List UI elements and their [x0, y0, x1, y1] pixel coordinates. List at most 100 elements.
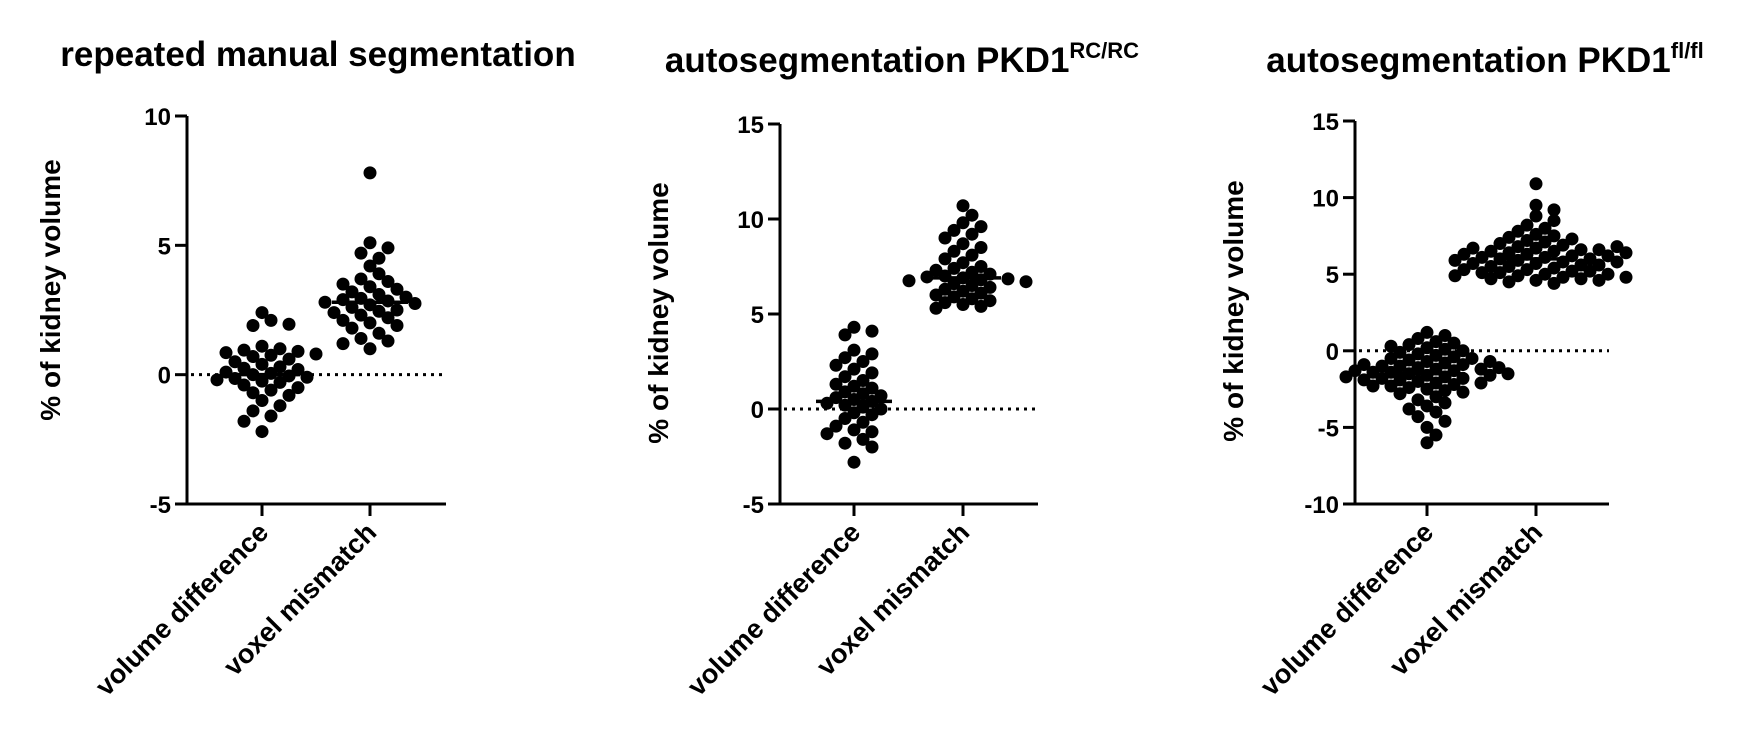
y-axis-label: % of kidney volume: [643, 182, 674, 443]
data-point: [820, 427, 834, 441]
data-point: [838, 328, 852, 342]
data-point: [246, 319, 260, 333]
data-point: [947, 223, 961, 237]
data-point: [847, 423, 861, 437]
data-point: [210, 373, 224, 387]
data-point: [956, 216, 970, 230]
data-point: [381, 241, 395, 255]
data-point: [929, 301, 943, 315]
data-point: [372, 251, 386, 265]
data-point: [974, 299, 988, 313]
data-point: [1438, 396, 1452, 410]
data-point: [354, 308, 368, 322]
data-point: [237, 414, 251, 428]
panel-autosegmentation-fl: autosegmentation PKD1fl/fl % of kidney v…: [1218, 38, 1704, 702]
data-point: [820, 396, 834, 410]
data-point: [956, 298, 970, 311]
data-point: [847, 455, 861, 469]
y-tick-label: -5: [743, 492, 764, 519]
data-point: [255, 394, 269, 408]
data-point: [838, 412, 852, 425]
y-ticks: 15 10 5 0 -5: [737, 112, 780, 519]
data-point: [1019, 275, 1033, 289]
data-points: [210, 166, 422, 439]
chart-title: autosegmentation PKD1RC/RC: [665, 38, 1139, 80]
y-tick-label: 5: [751, 302, 764, 329]
y-tick-label: 0: [158, 363, 171, 390]
data-point: [372, 287, 386, 301]
data-point: [1592, 273, 1606, 287]
data-point: [291, 362, 305, 376]
data-point: [354, 272, 368, 286]
data-point: [282, 352, 296, 366]
data-point: [1610, 255, 1624, 269]
data-point: [309, 347, 323, 361]
data-point: [947, 244, 961, 258]
data-point: [1474, 376, 1488, 390]
data-point: [1448, 253, 1462, 267]
data-point: [865, 408, 879, 422]
data-point: [291, 381, 305, 395]
median-lines: [1389, 257, 1574, 376]
data-point: [363, 166, 377, 180]
data-point: [1366, 379, 1380, 393]
data-point: [273, 360, 287, 374]
data-point: [1402, 402, 1416, 416]
chart-title: autosegmentation PKD1fl/fl: [1266, 38, 1704, 80]
data-point: [847, 320, 861, 334]
data-point: [264, 348, 278, 362]
data-point: [219, 346, 233, 360]
y-tick-label: -10: [1304, 492, 1339, 519]
data-point: [1619, 270, 1633, 284]
chart-title: repeated manual segmentation: [60, 35, 575, 74]
data-points: [820, 199, 1033, 469]
y-tick-label: -5: [1318, 415, 1339, 442]
data-point: [390, 282, 404, 296]
data-point: [965, 227, 979, 241]
y-ticks: 10 5 0 -5: [144, 104, 187, 519]
data-point: [408, 297, 422, 311]
data-point: [273, 375, 287, 389]
data-point: [255, 425, 269, 439]
data-point: [273, 399, 287, 413]
data-point: [929, 288, 943, 302]
data-point: [1583, 264, 1597, 278]
data-point: [1465, 351, 1479, 365]
data-point: [345, 321, 359, 335]
data-point: [1610, 240, 1624, 254]
data-point: [965, 248, 979, 262]
data-point: [865, 440, 879, 454]
data-point: [255, 339, 269, 353]
data-point: [372, 267, 386, 281]
data-point: [273, 342, 287, 356]
data-point: [1547, 214, 1561, 228]
data-point: [956, 199, 970, 213]
data-point: [838, 351, 852, 365]
data-point: [1484, 244, 1498, 258]
data-point: [865, 347, 879, 361]
data-point: [865, 425, 879, 439]
data-point: [1429, 428, 1443, 442]
data-point: [1429, 405, 1443, 419]
data-point: [264, 313, 278, 327]
data-point: [354, 246, 368, 260]
data-point: [246, 350, 260, 364]
category-label: volume difference: [90, 517, 275, 702]
data-point: [363, 342, 377, 356]
data-point: [856, 432, 870, 446]
data-point: [829, 358, 843, 372]
data-point: [1393, 387, 1407, 401]
data-point: [363, 280, 377, 294]
data-point: [381, 334, 395, 348]
data-points: [1339, 177, 1633, 450]
y-tick-label: 15: [1312, 109, 1339, 136]
data-point: [1466, 241, 1480, 255]
y-tick-label: 10: [1312, 186, 1339, 213]
data-point: [856, 415, 870, 429]
data-point: [336, 337, 350, 351]
data-point: [390, 319, 404, 333]
panel-repeated-manual-segmentation: repeated manual segmentation % of kidney…: [35, 35, 576, 702]
data-point: [399, 290, 413, 304]
data-point: [1493, 237, 1507, 251]
data-point: [1384, 351, 1398, 365]
